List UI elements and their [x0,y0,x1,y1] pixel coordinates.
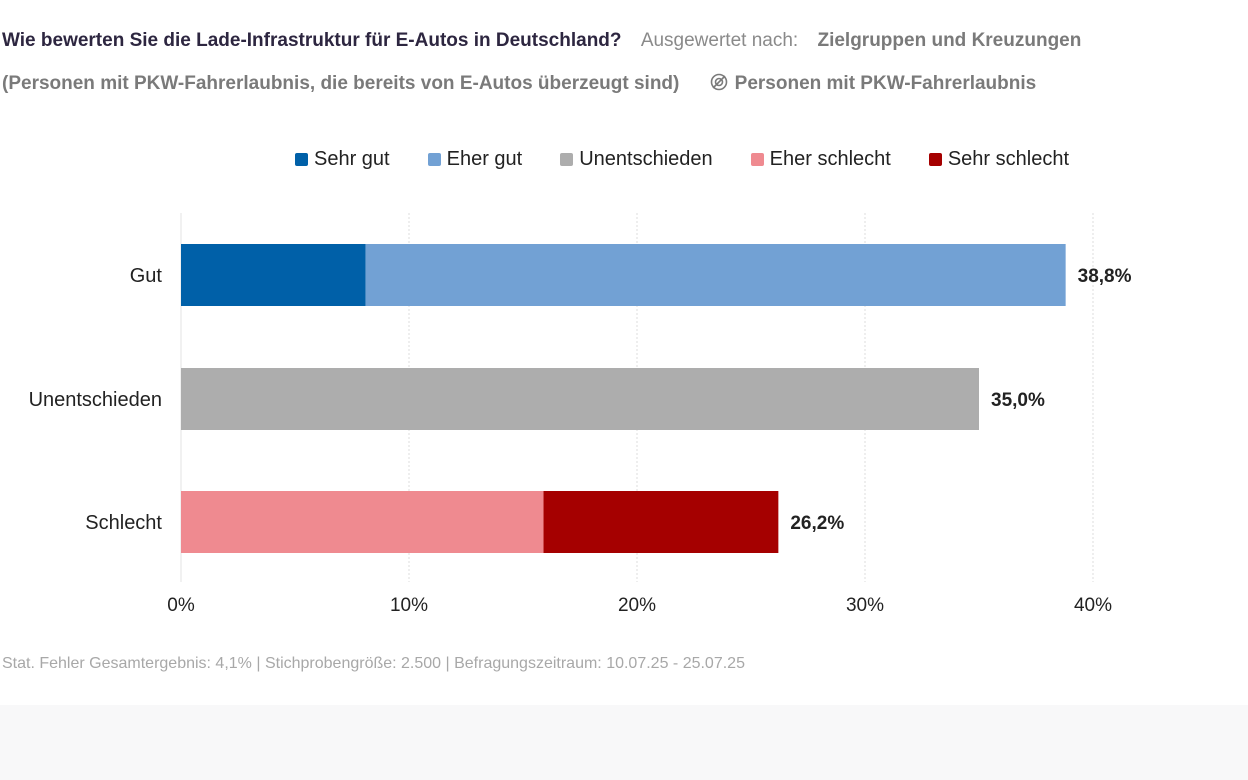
legend: Sehr gut Eher gut Unentschieden Eher sch… [0,148,1248,171]
legend-label: Eher gut [446,148,523,170]
legend-label: Sehr schlecht [947,148,1069,170]
filter-label: Personen mit PKW-Fahrerlaubnis [734,73,1037,94]
legend-item[interactable]: Sehr schlecht [928,148,1069,171]
legend-item[interactable]: Unentschieden [560,148,713,171]
category-label: Schlecht [85,512,162,534]
legend-swatch [427,153,441,166]
subtitle-row: (Personen mit PKW-Fahrerlaubnis, die ber… [2,72,1036,95]
bar-chart: 0% 10% 20% 30% 40% Gut 38,8% Unentschieden 35,0%… [29,213,1132,616]
x-tick-label: 20% [618,595,656,616]
total-label: 26,2% [790,513,844,534]
header-row: Wie bewerten Sie die Lade-Infrastruktur … [2,30,1081,52]
legend-item[interactable]: Sehr gut [295,148,390,171]
legend-item[interactable]: Eher gut [427,148,523,171]
evaluated-by-value[interactable]: Zielgruppen und Kreuzungen [817,30,1082,51]
legend-item[interactable]: Eher schlecht [750,148,891,171]
footer-note: Stat. Fehler Gesamtergebnis: 4,1% | Stic… [2,655,745,672]
filter[interactable]: Personen mit PKW-Fahrerlaubnis [709,73,1037,94]
legend-swatch [750,153,764,166]
evaluated-by-label: Ausgewertet nach: [640,30,799,51]
bar-segment[interactable] [181,368,979,430]
filter-target-icon [710,73,727,91]
legend-swatch [560,153,574,166]
question-title: Wie bewerten Sie die Lade-Infrastruktur … [2,30,622,51]
legend-label: Eher schlecht [769,148,891,170]
x-tick-label: 30% [846,595,884,616]
x-tick-label: 0% [167,595,195,616]
total-label: 35,0% [991,390,1045,411]
subtitle: (Personen mit PKW-Fahrerlaubnis, die ber… [2,73,680,94]
bar-segment[interactable] [181,244,366,306]
legend-swatch [928,153,942,166]
bar-segment[interactable] [181,491,544,553]
bottom-band [0,705,1248,780]
total-label: 38,8% [1078,266,1132,287]
x-tick-label: 40% [1074,595,1112,616]
bar-segment[interactable] [543,491,779,553]
x-tick-label: 10% [390,595,428,616]
category-label: Unentschieden [29,389,162,411]
legend-swatch [295,153,308,166]
bar-segment[interactable] [365,244,1066,306]
legend-label: Sehr gut [314,148,390,170]
category-label: Gut [130,265,163,287]
legend-label: Unentschieden [579,148,713,170]
